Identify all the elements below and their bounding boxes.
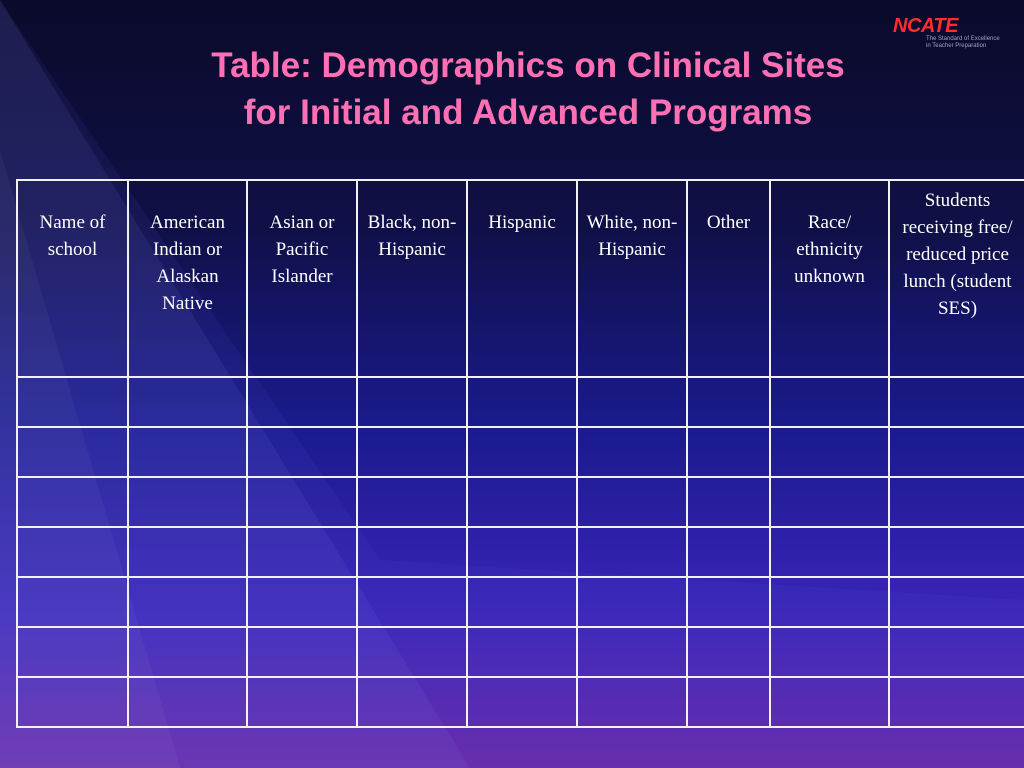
table-row (16, 476, 1024, 528)
cell-white[interactable] (576, 626, 688, 678)
cell-hispanic[interactable] (466, 476, 578, 528)
cell-asian-pacific[interactable] (246, 426, 358, 478)
cell-american-indian[interactable] (127, 376, 248, 428)
table-row (16, 426, 1024, 478)
cell-free-reduced-lunch[interactable] (888, 676, 1024, 728)
cell-white[interactable] (576, 676, 688, 728)
cell-name-of-school[interactable] (16, 626, 129, 678)
cell-black[interactable] (356, 676, 468, 728)
cell-black[interactable] (356, 626, 468, 678)
cell-race-unknown[interactable] (769, 626, 890, 678)
cell-white[interactable] (576, 426, 688, 478)
cell-name-of-school[interactable] (16, 376, 129, 428)
header-white: White, non-Hispanic (576, 179, 688, 378)
cell-race-unknown[interactable] (769, 376, 890, 428)
table-header-row: Name of school American Indian or Alaska… (16, 179, 1024, 378)
cell-other[interactable] (686, 426, 771, 478)
cell-black[interactable] (356, 476, 468, 528)
table-row (16, 626, 1024, 678)
cell-white[interactable] (576, 576, 688, 628)
table-body (16, 376, 1024, 728)
header-free-reduced-lunch: Students receiving free/ reduced price l… (888, 179, 1024, 378)
slide-title-line1: Table: Demographics on Clinical Sites (211, 46, 845, 85)
cell-free-reduced-lunch[interactable] (888, 426, 1024, 478)
cell-race-unknown[interactable] (769, 476, 890, 528)
cell-american-indian[interactable] (127, 626, 248, 678)
cell-other[interactable] (686, 476, 771, 528)
cell-american-indian[interactable] (127, 476, 248, 528)
cell-name-of-school[interactable] (16, 576, 129, 628)
header-other: Other (686, 179, 771, 378)
cell-asian-pacific[interactable] (246, 476, 358, 528)
cell-race-unknown[interactable] (769, 576, 890, 628)
slide-title: Table: Demographics on Clinical Sites fo… (100, 42, 956, 136)
cell-race-unknown[interactable] (769, 526, 890, 578)
cell-other[interactable] (686, 626, 771, 678)
cell-free-reduced-lunch[interactable] (888, 526, 1024, 578)
cell-white[interactable] (576, 376, 688, 428)
cell-hispanic[interactable] (466, 626, 578, 678)
cell-white[interactable] (576, 526, 688, 578)
cell-name-of-school[interactable] (16, 526, 129, 578)
slide-title-line2: for Initial and Advanced Programs (243, 93, 813, 132)
cell-black[interactable] (356, 376, 468, 428)
cell-black[interactable] (356, 526, 468, 578)
header-race-unknown: Race/ ethnicity unknown (769, 179, 890, 378)
cell-free-reduced-lunch[interactable] (888, 476, 1024, 528)
cell-black[interactable] (356, 576, 468, 628)
cell-american-indian[interactable] (127, 676, 248, 728)
cell-black[interactable] (356, 426, 468, 478)
cell-race-unknown[interactable] (769, 426, 890, 478)
cell-race-unknown[interactable] (769, 676, 890, 728)
cell-name-of-school[interactable] (16, 426, 129, 478)
cell-asian-pacific[interactable] (246, 526, 358, 578)
header-hispanic: Hispanic (466, 179, 578, 378)
header-name-of-school: Name of school (16, 179, 129, 378)
cell-asian-pacific[interactable] (246, 376, 358, 428)
cell-asian-pacific[interactable] (246, 676, 358, 728)
cell-free-reduced-lunch[interactable] (888, 626, 1024, 678)
cell-hispanic[interactable] (466, 576, 578, 628)
cell-american-indian[interactable] (127, 576, 248, 628)
cell-asian-pacific[interactable] (246, 626, 358, 678)
cell-other[interactable] (686, 526, 771, 578)
demographics-table: Name of school American Indian or Alaska… (16, 179, 1024, 728)
cell-hispanic[interactable] (466, 376, 578, 428)
cell-hispanic[interactable] (466, 426, 578, 478)
cell-american-indian[interactable] (127, 526, 248, 578)
cell-white[interactable] (576, 476, 688, 528)
cell-name-of-school[interactable] (16, 676, 129, 728)
table-row (16, 576, 1024, 628)
ncate-logo: NCATE The Standard of Excellence in Teac… (893, 16, 1003, 50)
cell-free-reduced-lunch[interactable] (888, 376, 1024, 428)
cell-name-of-school[interactable] (16, 476, 129, 528)
cell-other[interactable] (686, 376, 771, 428)
cell-asian-pacific[interactable] (246, 576, 358, 628)
header-asian-pacific: Asian or Pacific Islander (246, 179, 358, 378)
cell-free-reduced-lunch[interactable] (888, 576, 1024, 628)
header-american-indian: American Indian or Alaskan Native (127, 179, 248, 378)
cell-hispanic[interactable] (466, 676, 578, 728)
cell-hispanic[interactable] (466, 526, 578, 578)
cell-american-indian[interactable] (127, 426, 248, 478)
header-black: Black, non-Hispanic (356, 179, 468, 378)
table-row (16, 676, 1024, 728)
table-row (16, 376, 1024, 428)
table-row (16, 526, 1024, 578)
cell-other[interactable] (686, 676, 771, 728)
cell-other[interactable] (686, 576, 771, 628)
logo-wordmark: NCATE (893, 15, 958, 37)
logo-tagline-line2: in Teacher Preparation (926, 43, 987, 49)
logo-tagline-line1: The Standard of Excellence (926, 36, 1000, 42)
